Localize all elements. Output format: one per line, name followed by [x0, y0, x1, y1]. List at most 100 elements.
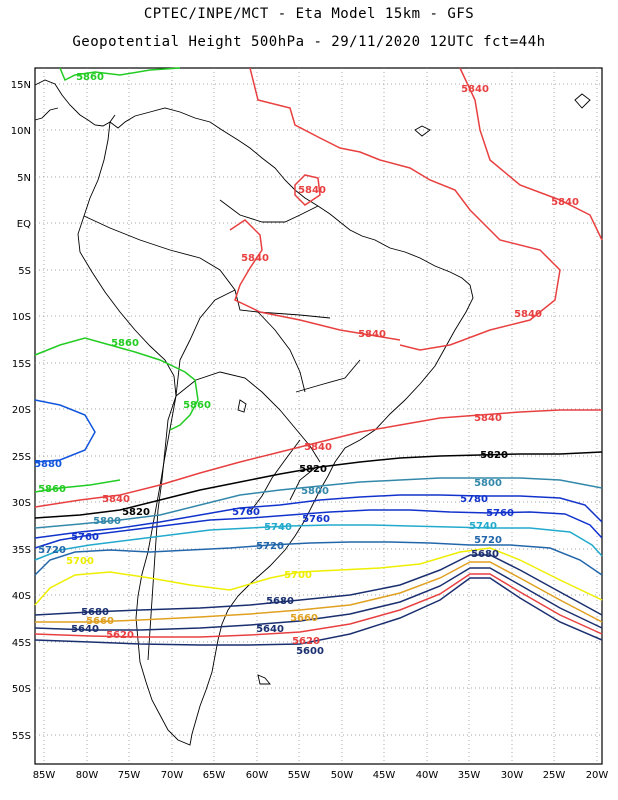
contour-5700 — [34, 547, 603, 606]
contour-label-5640: 5640 — [71, 624, 99, 635]
graticule — [35, 68, 602, 764]
longitude-tick-label: 85W — [33, 770, 56, 781]
contour-label-5760: 5760 — [302, 514, 330, 525]
contour-label-5820: 5820 — [299, 464, 327, 475]
longitude-tick-label: 30W — [501, 770, 524, 781]
contour-label-5840: 5840 — [474, 413, 502, 424]
contour-label-5720: 5720 — [256, 541, 284, 552]
contour-label-5860: 5860 — [111, 338, 139, 349]
contour-label-5760: 5760 — [232, 507, 260, 518]
latitude-tick-label: 15N — [11, 80, 31, 91]
contour-label-5840: 5840 — [304, 442, 332, 453]
longitude-tick-label: 20W — [586, 770, 609, 781]
contour-label-5740: 5740 — [264, 522, 292, 533]
contour-label-5860: 5860 — [38, 484, 66, 495]
latitude-tick-label: 15S — [12, 359, 31, 370]
contour-5840-small — [294, 174, 321, 206]
contour-5760 — [34, 509, 603, 549]
contour-label-5680: 5680 — [266, 596, 294, 607]
contour-label-5680: 5680 — [81, 607, 109, 618]
contour-5860-west — [34, 337, 199, 431]
longitude-tick-label: 55W — [288, 770, 311, 781]
contour-label-5620: 5620 — [106, 630, 134, 641]
plot-frame — [34, 67, 603, 765]
contour-label-5840: 5840 — [298, 185, 326, 196]
contour-5880-west — [34, 399, 96, 463]
contour-label-5800: 5800 — [93, 516, 121, 527]
contour-label-5840: 5840 — [241, 253, 269, 264]
contour-5780 — [34, 494, 603, 539]
contour-label-5640: 5640 — [256, 624, 284, 635]
contour-label-5840: 5840 — [551, 197, 579, 208]
contour-label-5780: 5780 — [460, 494, 488, 505]
contour-5840-north-b — [459, 67, 603, 241]
contour-label-5760: 5760 — [486, 508, 514, 519]
contour-5860-north — [59, 67, 181, 82]
longitude-tick-label: 80W — [76, 770, 99, 781]
latitude-tick-label: 20S — [12, 405, 31, 416]
contour-label-5840: 5840 — [102, 494, 130, 505]
latitude-tick-label: 45S — [12, 638, 31, 649]
contour-label-5660: 5660 — [86, 616, 114, 627]
contour-label-5820: 5820 — [480, 450, 508, 461]
latitude-tick-label: 30S — [12, 498, 31, 509]
contour-label-5600: 5600 — [296, 646, 324, 657]
latitude-tick-label: 25S — [12, 452, 31, 463]
map-title-line-2: Geopotential Height 500hPa - 29/11/2020 … — [72, 34, 546, 50]
map-title-line-1: CPTEC/INPE/MCT - Eta Model 15km - GFS — [143, 6, 475, 22]
longitude-tick-label: 35W — [458, 770, 481, 781]
contour-5840-south — [34, 409, 602, 508]
contour-label-5740: 5740 — [469, 521, 497, 532]
latitude-tick-label: 55S — [12, 731, 31, 742]
contour-label-5660: 5660 — [290, 613, 318, 624]
contour-5860-south — [34, 479, 121, 493]
latitude-tick-label: 10N — [11, 126, 31, 137]
longitude-tick-label: 25W — [543, 770, 566, 781]
contour-label-5720: 5720 — [474, 535, 502, 546]
contour-label-5820: 5820 — [122, 507, 150, 518]
contour-label-5860: 5860 — [76, 72, 104, 83]
contour-5840-north-a — [249, 67, 561, 351]
contour-label-5840: 5840 — [358, 329, 386, 340]
contour-5740 — [34, 524, 603, 561]
longitude-tick-label: 75W — [118, 770, 141, 781]
longitude-labels: 85W 80W 75W 70W 65W 60W 55W 50W 45W 40W 35W 30W 25W 2… — [33, 770, 609, 781]
contour-5820 — [34, 451, 603, 519]
contour-5840-amazon — [229, 219, 401, 341]
latitude-tick-label: 35S — [12, 545, 31, 556]
contour-label-5760: 5760 — [71, 532, 99, 543]
longitude-tick-label: 45W — [373, 770, 396, 781]
contour-5640 — [34, 567, 603, 631]
contour-label-5700: 5700 — [66, 556, 94, 567]
latitude-labels: 15N 10N 5N EQ 5S 10S 15S 20S 25S 30S 35S 40S 45S 50S 5… — [11, 80, 31, 742]
contour-label-5620: 5620 — [292, 636, 320, 647]
contour-5600 — [34, 577, 603, 646]
contour-5800 — [34, 477, 603, 529]
contour-label-5700: 5700 — [284, 570, 312, 581]
latitude-tick-label: 10S — [12, 312, 31, 323]
contour-label-5800: 5800 — [301, 486, 329, 497]
latitude-tick-label: 40S — [12, 591, 31, 602]
contour-label-5840: 5840 — [461, 84, 489, 95]
contour-5720 — [34, 541, 603, 576]
contour-label-5800: 5800 — [474, 478, 502, 489]
latitude-tick-label: EQ — [17, 219, 31, 230]
contour-label-5880: 5880 — [34, 459, 62, 470]
longitude-tick-label: 60W — [246, 770, 269, 781]
contour-5680 — [34, 554, 603, 616]
longitude-tick-label: 50W — [331, 770, 354, 781]
longitude-tick-label: 40W — [416, 770, 439, 781]
coastlines — [34, 79, 591, 746]
longitude-tick-label: 70W — [161, 770, 184, 781]
contour-label-5860: 5860 — [183, 400, 211, 411]
contour-label-5720: 5720 — [38, 545, 66, 556]
contour-label-5840: 5840 — [514, 309, 542, 320]
contour-label-5680: 5680 — [471, 549, 499, 560]
height-contours — [34, 67, 603, 646]
contour-5660 — [35, 561, 603, 623]
longitude-tick-label: 65W — [203, 770, 226, 781]
latitude-tick-label: 50S — [12, 684, 31, 695]
contour-5620 — [34, 573, 603, 638]
contour-labels: 5860 5840 5840 5840 5840 5840 5840 5860 5860 5840… — [34, 72, 579, 657]
